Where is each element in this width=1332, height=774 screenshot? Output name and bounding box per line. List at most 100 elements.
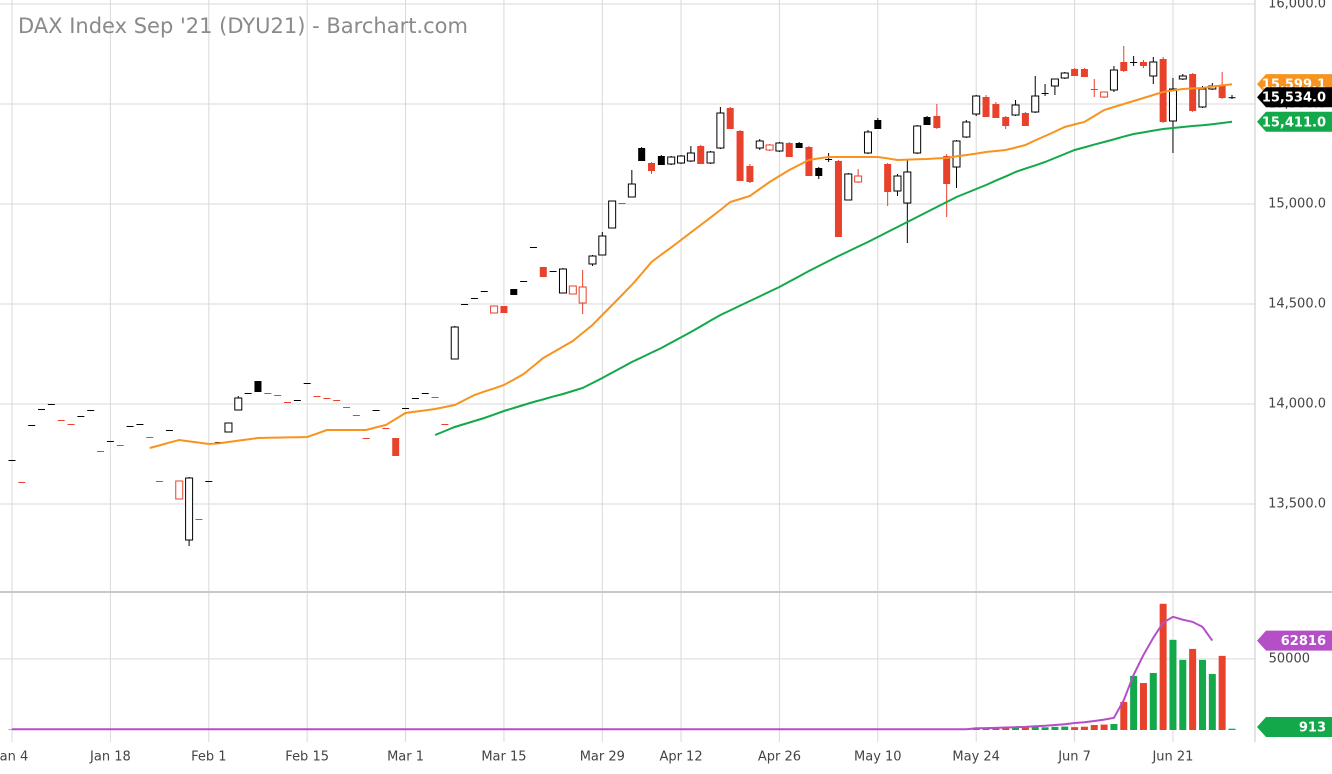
- candle-body: [549, 271, 557, 272]
- volume-bar: [1189, 648, 1197, 730]
- volume-bar: [1071, 727, 1079, 730]
- value-tag-label: 62816: [1281, 634, 1326, 649]
- candle-body: [392, 438, 400, 456]
- candle-body: [224, 422, 233, 433]
- candle-body: [323, 398, 331, 399]
- x-tick-label: Mar 1: [387, 750, 424, 765]
- candle-body: [558, 268, 567, 294]
- x-tick-label: Feb 15: [285, 750, 329, 765]
- volume-bar: [1149, 672, 1157, 730]
- volume-bar: [1061, 726, 1069, 730]
- y-tick-label: 16,000.0: [1268, 0, 1326, 12]
- candle-body: [254, 381, 262, 392]
- candle-body: [539, 267, 547, 277]
- candle-body: [795, 143, 803, 148]
- x-tick-label: Jan 4: [0, 750, 28, 765]
- candle-body: [1041, 93, 1049, 94]
- candle-body: [598, 235, 607, 256]
- candle-body: [1109, 69, 1118, 91]
- volume-bar: [1051, 726, 1059, 730]
- candle-body: [402, 408, 410, 409]
- candle-body: [1228, 97, 1236, 99]
- candle-body: [57, 420, 65, 421]
- candle-body: [106, 441, 114, 442]
- candle-body: [431, 397, 439, 398]
- candle-body: [510, 289, 518, 295]
- candle-body: [1198, 88, 1207, 108]
- y-tick-label: 14,500.0: [1268, 297, 1326, 312]
- candle-body: [893, 175, 902, 192]
- candle-body: [815, 168, 823, 176]
- candle-body: [411, 398, 419, 399]
- volume-bar: [1208, 673, 1216, 730]
- candle-body: [943, 156, 951, 184]
- value-tag: [1257, 717, 1332, 737]
- candle-body: [372, 410, 380, 411]
- value-tag-label: 913: [1299, 721, 1326, 736]
- candle-body: [165, 430, 173, 431]
- candle-body: [648, 163, 656, 171]
- x-tick-label: May 24: [952, 750, 1000, 765]
- volume-bar: [1198, 659, 1206, 730]
- x-tick-label: Feb 1: [191, 750, 226, 765]
- candle-body: [520, 281, 528, 282]
- candle-body: [441, 424, 449, 425]
- candle-body: [884, 164, 892, 192]
- candle-body: [352, 415, 360, 416]
- candle-body: [825, 159, 833, 160]
- candle-body: [362, 438, 370, 439]
- candle-body: [18, 482, 26, 483]
- volume-bar: [1179, 659, 1187, 730]
- x-tick-label: Apr 12: [659, 750, 702, 765]
- candle-body: [1139, 62, 1147, 66]
- volume-bar: [1120, 701, 1128, 730]
- value-tag: [1257, 630, 1332, 651]
- candle-body: [421, 393, 429, 394]
- candle-body: [1021, 113, 1029, 126]
- candle-body: [1218, 85, 1226, 98]
- candle-body: [1159, 59, 1167, 122]
- volume-bar: [1021, 727, 1029, 730]
- candle-body: [933, 116, 941, 128]
- value-tag-label: 15,411.0: [1262, 115, 1326, 130]
- candle-body: [195, 519, 203, 520]
- moving-average-line: [149, 83, 1233, 449]
- candle-body: [461, 304, 469, 305]
- candle-body: [313, 396, 321, 397]
- x-tick-label: Apr 26: [758, 750, 801, 765]
- candle-body: [844, 173, 853, 201]
- candle-body: [1011, 104, 1020, 116]
- candle-body: [578, 286, 587, 304]
- candle-body: [244, 393, 252, 394]
- candle-body: [608, 200, 617, 229]
- x-tick-label: Mar 15: [481, 750, 526, 765]
- candle-body: [1120, 62, 1128, 71]
- volume-tick-label: 50000: [1269, 651, 1310, 666]
- candle-body: [8, 460, 16, 461]
- candle-body: [568, 285, 577, 295]
- candle-body: [205, 481, 213, 482]
- x-tick-label: Mar 29: [580, 750, 625, 765]
- candle-body: [28, 425, 36, 426]
- candle-body: [1090, 89, 1098, 90]
- candle-body: [588, 255, 597, 265]
- candle-body: [77, 416, 85, 417]
- volume-bar: [1002, 727, 1010, 730]
- candle-body: [863, 131, 872, 154]
- value-tag-label: 15,534.0: [1262, 91, 1326, 106]
- candle-body: [716, 112, 725, 149]
- candle-body: [382, 428, 390, 429]
- candle-body: [126, 426, 134, 427]
- candle-body: [697, 146, 705, 164]
- candle-body: [746, 166, 754, 182]
- candle-body: [706, 151, 715, 164]
- candle-body: [1189, 74, 1197, 111]
- chart-title: DAX Index Sep '21 (DYU21) - Barchart.com: [18, 14, 468, 38]
- candle-body: [903, 171, 912, 204]
- candle-body: [962, 121, 971, 138]
- volume-bar: [1012, 727, 1020, 730]
- candle-body: [992, 104, 1000, 118]
- candle-body: [343, 407, 351, 408]
